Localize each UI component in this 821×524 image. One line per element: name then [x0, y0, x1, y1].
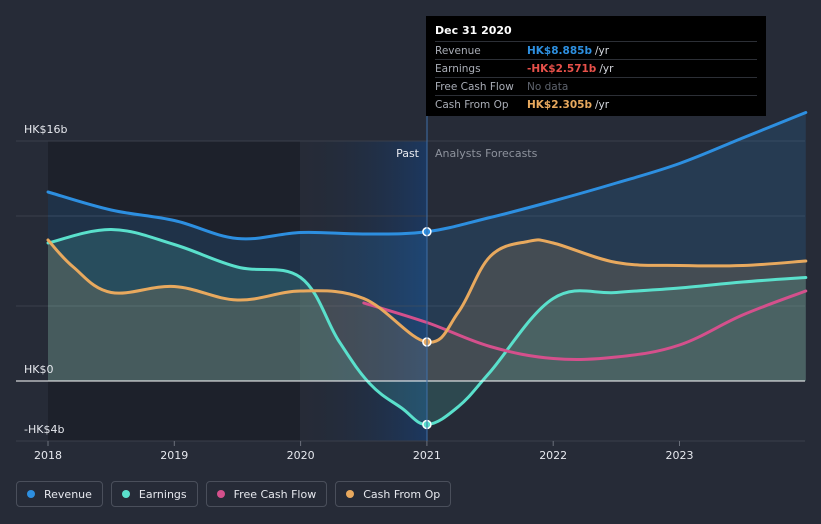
- earnings-area: [48, 229, 806, 425]
- tooltip-title: Dec 31 2020: [435, 24, 512, 37]
- tooltip-row-cash-from-op: Cash From Op HK$2.305b/yr: [435, 95, 757, 113]
- tooltip-row-unit: /yr: [594, 98, 610, 111]
- legend-label: Revenue: [44, 487, 92, 501]
- plot-dark-band: [48, 141, 300, 441]
- legend-dot-icon: [121, 490, 130, 498]
- earnings-line: [46, 227, 808, 427]
- tooltip-row-earnings: Earnings -HK$2.571b/yr: [435, 59, 757, 77]
- legend-item-revenue[interactable]: Revenue: [16, 481, 103, 507]
- tooltip-row-unit: /yr: [594, 44, 610, 57]
- legend-dot-icon: [27, 490, 35, 498]
- legend-label: Cash From Op: [363, 487, 441, 501]
- y-label-zero: HK$0: [24, 363, 53, 376]
- y-label-top: HK$16b: [24, 123, 67, 136]
- legend-label: Free Cash Flow: [233, 487, 317, 501]
- x-tick-label: 2023: [666, 449, 694, 462]
- x-tick-label: 2018: [34, 449, 62, 462]
- legend-dot-icon: [346, 490, 355, 498]
- legend-label: Earnings: [138, 487, 187, 501]
- tooltip-row-value: HK$2.305b: [527, 98, 592, 111]
- cash-from-op-line: [46, 238, 808, 344]
- x-tick-label: 2019: [160, 449, 188, 462]
- free-cash-flow-line: [362, 289, 808, 361]
- tooltip-row-unit: /yr: [599, 62, 614, 75]
- legend-dot-icon: [216, 490, 225, 498]
- tooltip-row-value: HK$8.885b: [527, 44, 592, 57]
- cash-from-op-area: [48, 239, 806, 381]
- tooltip-row-value: No data: [527, 80, 569, 93]
- tooltip-row-label: Earnings: [435, 62, 481, 75]
- x-tick-label: 2020: [287, 449, 315, 462]
- legend: Revenue Earnings Free Cash Flow Cash From O…: [16, 481, 452, 507]
- x-tick-label: 2022: [539, 449, 567, 462]
- tooltip-row-free-cash-flow: Free Cash Flow No data: [435, 77, 757, 95]
- tooltip-row-label: Cash From Op: [435, 98, 509, 111]
- tooltip-row-label: Free Cash Flow: [435, 80, 514, 93]
- tooltip-row-value: -HK$2.571b: [527, 62, 597, 75]
- tooltip-row-revenue: Revenue HK$8.885b/yr: [435, 41, 757, 59]
- x-tick-label: 2021: [413, 449, 441, 462]
- legend-item-cash-from-op[interactable]: Cash From Op: [335, 481, 452, 507]
- y-label-bottom: -HK$4b: [24, 423, 64, 436]
- tooltip: Dec 31 2020 Revenue HK$8.885b/yr Earnings -…: [426, 16, 766, 116]
- forecast-label: Analysts Forecasts: [435, 147, 538, 160]
- legend-item-earnings[interactable]: Earnings: [110, 481, 198, 507]
- tooltip-row-label: Revenue: [435, 44, 481, 57]
- past-label: Past: [396, 147, 420, 160]
- legend-item-free-cash-flow[interactable]: Free Cash Flow: [205, 481, 328, 507]
